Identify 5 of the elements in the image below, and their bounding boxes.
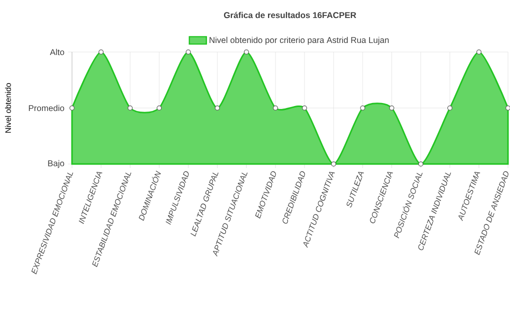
- legend-label: Nivel obtenido por criterio para Astrid Rua Lujan: [210, 36, 389, 45]
- text: Promedio: [28, 104, 64, 112]
- text: Alto: [50, 48, 64, 56]
- text: Bajo: [48, 160, 64, 168]
- chart-title: Gráfica de resultados 16FACPER: [224, 12, 356, 18]
